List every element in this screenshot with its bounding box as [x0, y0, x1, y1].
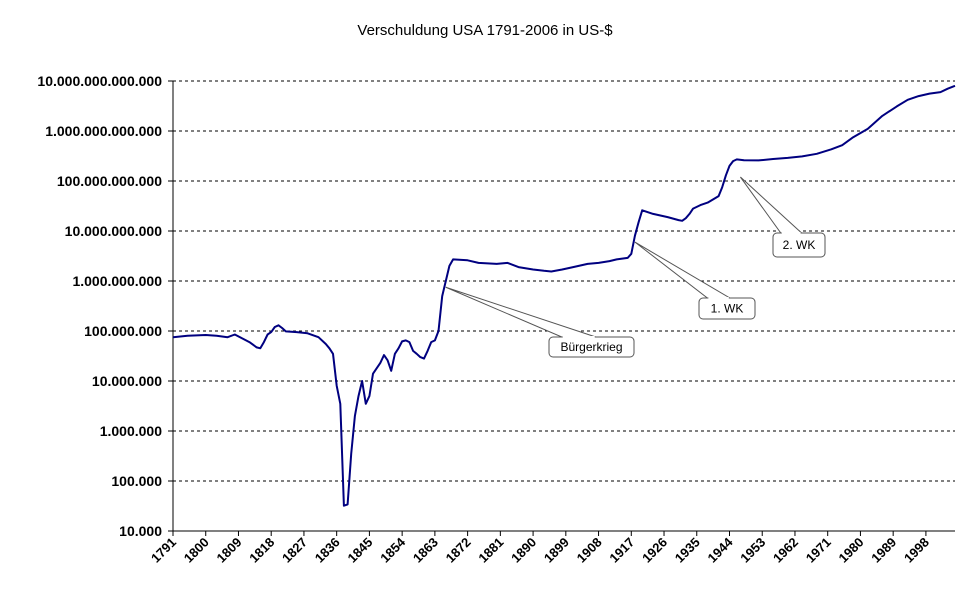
- x-tick-label: 1872: [443, 535, 474, 566]
- x-tick-label: 1854: [377, 534, 409, 566]
- series-lines: [172, 84, 956, 507]
- grid-lines: [173, 80, 955, 482]
- annotation-pointer: [634, 241, 732, 299]
- x-tick-labels: 1791 1800 1809 1818 1827 1836 1845 1854 1863 1872…: [148, 534, 932, 566]
- x-tick-label: 1998: [901, 535, 932, 566]
- y-tick-label: 10.000.000.000: [65, 223, 163, 239]
- y-tick-label: 100.000.000: [84, 323, 162, 339]
- annotation-label: Bürgerkrieg: [560, 340, 622, 354]
- x-tick-label: 1944: [705, 534, 737, 566]
- x-tick-label: 1863: [410, 535, 441, 566]
- x-tick-label: 1935: [672, 535, 703, 566]
- x-tick-label: 1962: [770, 535, 801, 566]
- x-tick-label: 1899: [541, 535, 572, 566]
- series-line: [172, 84, 956, 507]
- x-tick-label: 1890: [508, 535, 539, 566]
- y-tick-label: 1.000.000: [100, 423, 162, 439]
- x-tick-label: 1953: [737, 535, 768, 566]
- x-tick-label: 1809: [214, 535, 245, 566]
- annotation-label: 1. WK: [711, 302, 744, 316]
- y-tick-label: 100.000.000.000: [57, 173, 162, 189]
- chart-title: Verschuldung USA 1791-2006 in US-$: [357, 22, 613, 39]
- annotation-pointer: [445, 286, 596, 338]
- x-tick-label: 1971: [803, 535, 834, 566]
- y-tick-label: 10.000.000: [92, 373, 162, 389]
- x-tick-label: 1791: [148, 535, 179, 566]
- y-tick-label: 10.000.000.000.000: [37, 73, 162, 89]
- x-tick-label: 1881: [475, 535, 506, 566]
- x-tick-label: 1926: [639, 535, 670, 566]
- x-tick-label: 1908: [574, 535, 605, 566]
- x-tick-label: 1989: [868, 535, 899, 566]
- annotations: Bürgerkrieg 1. WK 2. WK: [445, 176, 826, 358]
- y-tick-label: 10.000: [119, 523, 162, 539]
- y-tick-label: 1.000.000.000.000: [45, 123, 162, 139]
- x-tick-label: 1836: [312, 535, 343, 566]
- x-tick-label: 1800: [181, 535, 212, 566]
- annotation-pointer: [739, 176, 803, 234]
- x-tick-label: 1845: [344, 535, 375, 566]
- x-tick-label: 1980: [835, 535, 866, 566]
- y-tick-label: 1.000.000.000: [72, 273, 162, 289]
- y-tick-labels: 10.000 100.000 1.000.000 10.000.000 100.000.…: [37, 73, 162, 539]
- y-tick-label: 100.000: [111, 473, 162, 489]
- axes: [168, 80, 955, 536]
- x-tick-label: 1917: [606, 535, 637, 566]
- x-tick-label: 1818: [246, 535, 277, 566]
- x-tick-label: 1827: [279, 535, 310, 566]
- annotation-label: 2. WK: [783, 238, 816, 252]
